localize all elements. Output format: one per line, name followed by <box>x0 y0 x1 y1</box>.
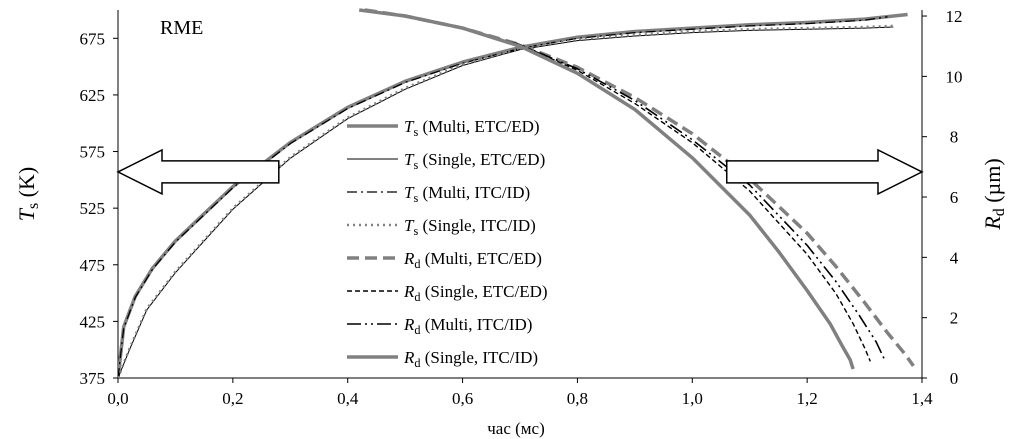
chart-annotation: RME <box>160 17 203 39</box>
legend-label-4-sub: s <box>413 224 418 238</box>
legend-label-8-sub: d <box>414 356 420 370</box>
y-axis-right-label-main: R <box>980 216 1005 231</box>
arrow-left <box>116 148 280 196</box>
legend-label-5-main: R <box>403 249 415 268</box>
y-left-tick-label: 575 <box>80 143 106 162</box>
legend-label-4-rest: (Single, ITC/ID) <box>418 216 536 235</box>
x-tick-label: 0,4 <box>337 389 359 408</box>
legend-label-1-main: T <box>404 117 415 136</box>
series-line-1 <box>118 12 908 378</box>
y-left-tick-label: 475 <box>80 256 106 275</box>
legend-label-7: Rd (Multi, ITC/ID) <box>403 315 532 337</box>
legend-label-3: Ts (Multi, ITC/ID) <box>404 183 530 205</box>
legend-label-5-sub: d <box>414 257 420 271</box>
legend-label-5: Rd (Multi, ETC/ED) <box>403 249 542 271</box>
legend-label-3-rest: (Multi, ITC/ID) <box>418 183 530 202</box>
series-line-4 <box>118 24 894 378</box>
legend-label-2-main: T <box>404 150 415 169</box>
y-left-tick-label: 525 <box>80 199 106 218</box>
y-axis-left-label-rest: (K) <box>14 167 39 203</box>
x-tick-label: 0,6 <box>452 389 473 408</box>
y-right-tick-label: 8 <box>950 128 959 147</box>
y-left-tick-label: 425 <box>80 312 106 331</box>
y-right-tick-label: 2 <box>950 309 959 328</box>
y-left-tick-label: 625 <box>80 86 106 105</box>
y-right-tick-label: 0 <box>950 369 959 388</box>
legend-label-1-sub: s <box>413 125 418 139</box>
y-left-tick-label: 375 <box>80 369 106 388</box>
legend-label-6: Rd (Single, ETC/ED) <box>403 282 548 304</box>
axes: 0,0 0,2 0,4 0,6 0,8 1,0 1,2 1,4 375 425 475 525 575 6… <box>14 7 1008 408</box>
series-line-3 <box>118 16 888 378</box>
x-tick-label: 1,4 <box>911 389 933 408</box>
legend-label-4: Ts (Single, ITC/ID) <box>404 216 536 238</box>
x-tick-label: 1,0 <box>682 389 703 408</box>
y-right-tick-label: 12 <box>946 7 963 26</box>
series-line-8 <box>358 8 855 370</box>
y-axis-left-label-sub: s <box>25 203 42 209</box>
x-tick-label: 0,2 <box>222 389 243 408</box>
x-axis-label: час (мс) <box>487 419 545 438</box>
legend-label-6-rest: (Single, ETC/ED) <box>421 282 548 301</box>
legend-label-7-main: R <box>403 315 415 334</box>
legend-label-6-main: R <box>403 282 415 301</box>
legend: Ts (Multi, ETC/ED)Ts (Single, ETC/ED)Ts … <box>347 117 548 370</box>
legend-label-8-rest: (Single, ITC/ID) <box>421 348 539 367</box>
legend-label-2: Ts (Single, ETC/ED) <box>404 150 545 172</box>
y-axis-right-label: Rd (µm) <box>980 158 1008 230</box>
legend-label-8: Rd (Single, ITC/ID) <box>403 348 538 370</box>
legend-label-8-main: R <box>403 348 415 367</box>
y-right-tick-label: 10 <box>946 67 963 86</box>
y-axis-left-label: Ts (K) <box>14 167 42 221</box>
y-axis-right-label-rest: (µm) <box>980 158 1005 208</box>
legend-label-5-rest: (Multi, ETC/ED) <box>421 249 542 268</box>
x-tick-label: 0,8 <box>567 389 588 408</box>
arrows-layer <box>116 148 924 196</box>
y-right-tick-label: 6 <box>950 188 959 207</box>
x-tick-label: 0,0 <box>107 389 128 408</box>
legend-label-3-main: T <box>404 183 415 202</box>
legend-label-6-sub: d <box>414 290 420 304</box>
legend-label-2-rest: (Single, ETC/ED) <box>418 150 545 169</box>
legend-label-1-rest: (Multi, ETC/ED) <box>418 117 539 136</box>
legend-label-2-sub: s <box>413 158 418 172</box>
legend-label-7-sub: d <box>414 323 420 337</box>
y-left-tick-label: 675 <box>80 29 106 48</box>
series-layer <box>118 8 915 378</box>
y-right-tick-label: 4 <box>950 248 959 267</box>
arrow-right <box>725 148 924 196</box>
legend-label-4-main: T <box>404 216 415 235</box>
legend-label-3-sub: s <box>413 191 418 205</box>
y-axis-left-label-main: T <box>14 207 39 221</box>
x-tick-label: 1,2 <box>797 389 818 408</box>
y-axis-right-label-sub: d <box>991 208 1008 216</box>
legend-label-7-rest: (Multi, ITC/ID) <box>421 315 533 334</box>
legend-label-1: Ts (Multi, ETC/ED) <box>404 117 540 139</box>
